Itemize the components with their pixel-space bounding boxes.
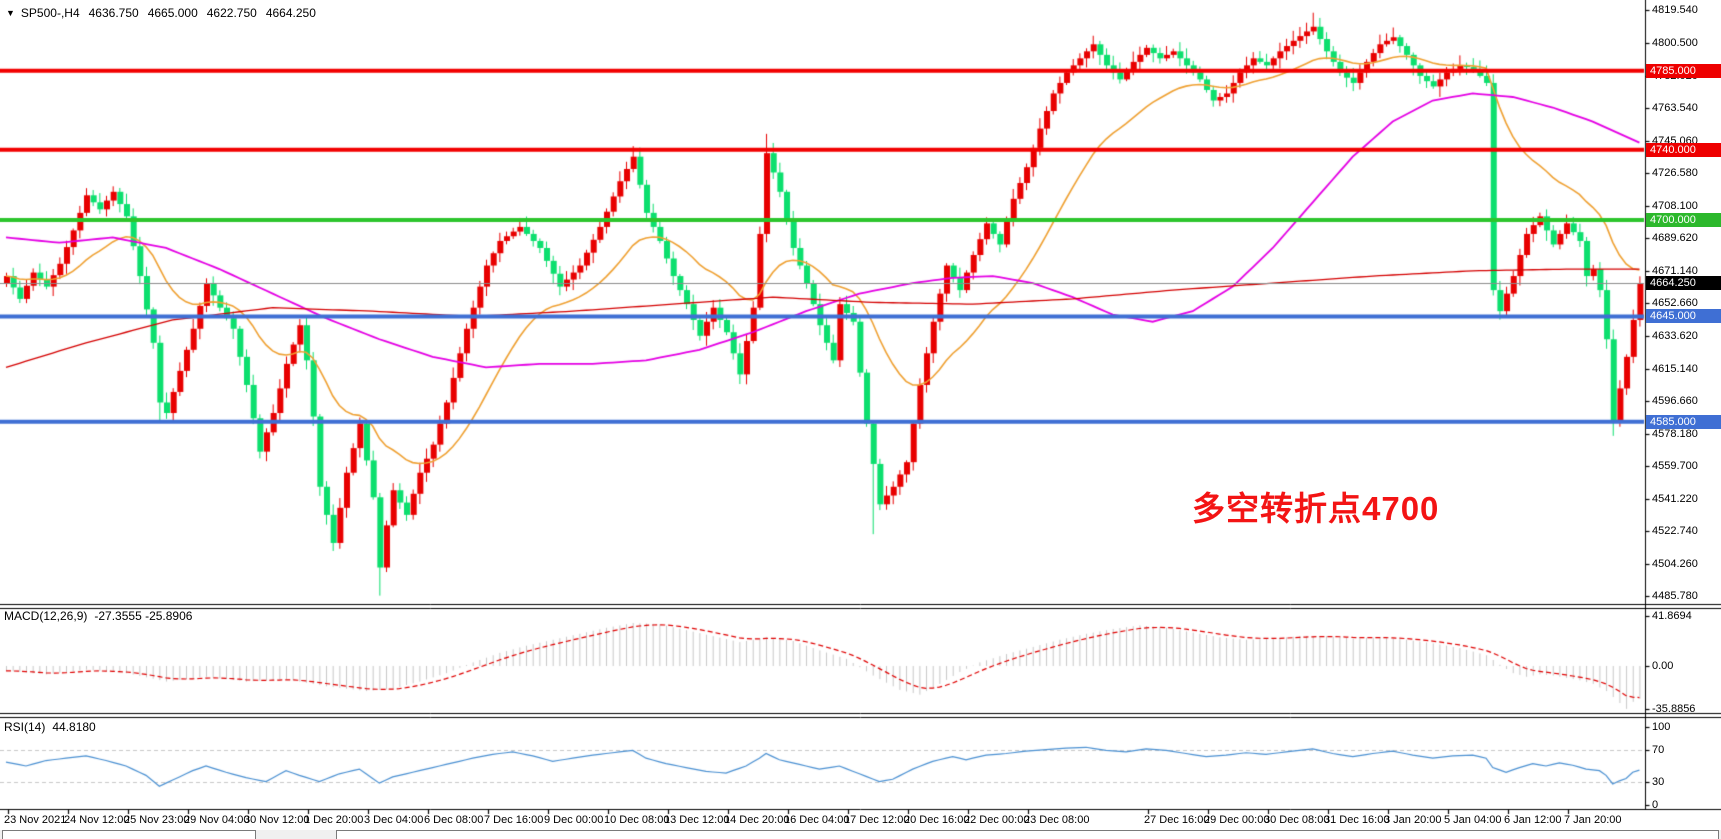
current-price-badge: 4664.250 [1646,275,1721,290]
time-axis-label: 3 Jan 20:00 [1384,814,1442,826]
time-axis-label: 22 Dec 00:00 [964,814,1030,826]
time-axis-label: 17 Dec 12:00 [844,814,910,826]
macd-axis-tick: 41.8694 [1652,610,1692,622]
time-axis-label: 7 Dec 16:00 [484,814,544,826]
time-axis-label: 1 Dec 20:00 [304,814,364,826]
time-axis-label: 30 Dec 08:00 [1264,814,1330,826]
ohlc-open: 4636.750 [88,6,139,20]
price-level-badge: 4785.000 [1646,63,1721,78]
time-axis-label: 20 Dec 16:00 [904,814,970,826]
rsi-indicator-label: RSI(14) 44.8180 [4,720,96,734]
price-axis-tick: 4596.660 [1652,395,1698,408]
price-axis-tick: 4652.660 [1652,297,1698,309]
time-axis-label: 29 Dec 00:00 [1204,814,1270,826]
ohlc-high: 4665.000 [147,6,198,20]
chart-annotation: 多空转折点4700 [1192,490,1440,527]
price-axis-tick: 4763.540 [1652,102,1698,115]
price-axis-tick: 4559.700 [1652,460,1698,473]
macd-axis-tick: 0.00 [1652,660,1674,672]
macd-axis-tick: -35.8856 [1652,702,1696,715]
rsi-axis-tick: 30 [1652,775,1665,788]
price-axis-tick: 4819.540 [1652,4,1698,16]
time-axis-label: 25 Nov 23:00 [124,814,190,826]
time-axis-label: 9 Dec 00:00 [544,814,604,826]
ohlc-low: 4622.750 [206,6,257,20]
price-level-badge: 4585.000 [1646,414,1721,429]
rsi-axis-tick: 100 [1652,721,1671,733]
chart-header: ▼ SP500-,H4 4636.750 4665.000 4622.750 4664.2… [6,6,316,20]
price-level-badge: 4645.000 [1646,309,1721,324]
time-axis-label: 24 Nov 12:00 [64,814,130,826]
rsi-axis-tick: 70 [1652,744,1665,757]
bottom-bar [0,830,1721,839]
symbol-dropdown-icon[interactable]: ▼ [6,8,15,18]
macd-values: -27.3555 -25.8906 [94,609,193,623]
time-axis-label: 10 Dec 08:00 [604,814,670,826]
time-axis-label: 27 Dec 16:00 [1144,814,1210,826]
rsi-value: 44.8180 [52,720,96,734]
time-axis-label: 23 Nov 2021 [4,814,67,826]
price-axis-tick: 4541.220 [1652,492,1698,505]
price-level-badge: 4700.000 [1646,212,1721,227]
bottom-tab[interactable] [336,830,1719,839]
price-axis-tick: 4578.180 [1652,427,1698,440]
price-axis-tick: 4633.620 [1652,330,1698,343]
time-axis-label: 16 Dec 04:00 [784,814,850,826]
price-axis-tick: 4671.140 [1652,264,1698,277]
time-axis-label: 7 Jan 20:00 [1564,814,1622,826]
price-level-badge: 4740.000 [1646,142,1721,157]
time-axis-label: 13 Dec 12:00 [664,814,730,826]
bottom-tab[interactable] [2,830,256,839]
time-axis-label: 14 Dec 20:00 [724,814,790,826]
time-axis-label: 3 Dec 04:00 [364,814,424,826]
time-axis-label: 5 Jan 04:00 [1444,814,1502,826]
price-axis-tick: 4485.780 [1652,590,1698,602]
time-axis-label: 29 Nov 04:00 [184,814,250,826]
price-axis-tick: 4504.260 [1652,557,1698,570]
ohlc-close: 4664.250 [265,6,316,20]
macd-indicator-label: MACD(12,26,9) -27.3555 -25.8906 [4,609,192,623]
time-axis-label: 6 Jan 12:00 [1504,814,1562,826]
rsi-axis-tick: 0 [1652,799,1659,811]
price-axis-tick: 4522.740 [1652,525,1698,538]
time-axis-label: 6 Dec 08:00 [424,814,484,826]
time-axis-label: 31 Dec 16:00 [1324,814,1390,826]
price-axis-tick: 4689.620 [1652,232,1698,245]
time-axis-label: 30 Nov 12:00 [244,814,310,826]
symbol-timeframe-label: SP500-,H4 [20,6,80,20]
macd-name: MACD(12,26,9) [4,609,88,623]
price-axis-tick: 4615.140 [1652,362,1698,375]
price-axis-tick: 4800.500 [1652,37,1698,50]
price-axis-tick: 4726.580 [1652,167,1698,180]
price-axis-tick: 4708.100 [1652,199,1698,212]
time-axis-label: 23 Dec 08:00 [1024,814,1090,826]
rsi-name: RSI(14) [4,720,46,734]
